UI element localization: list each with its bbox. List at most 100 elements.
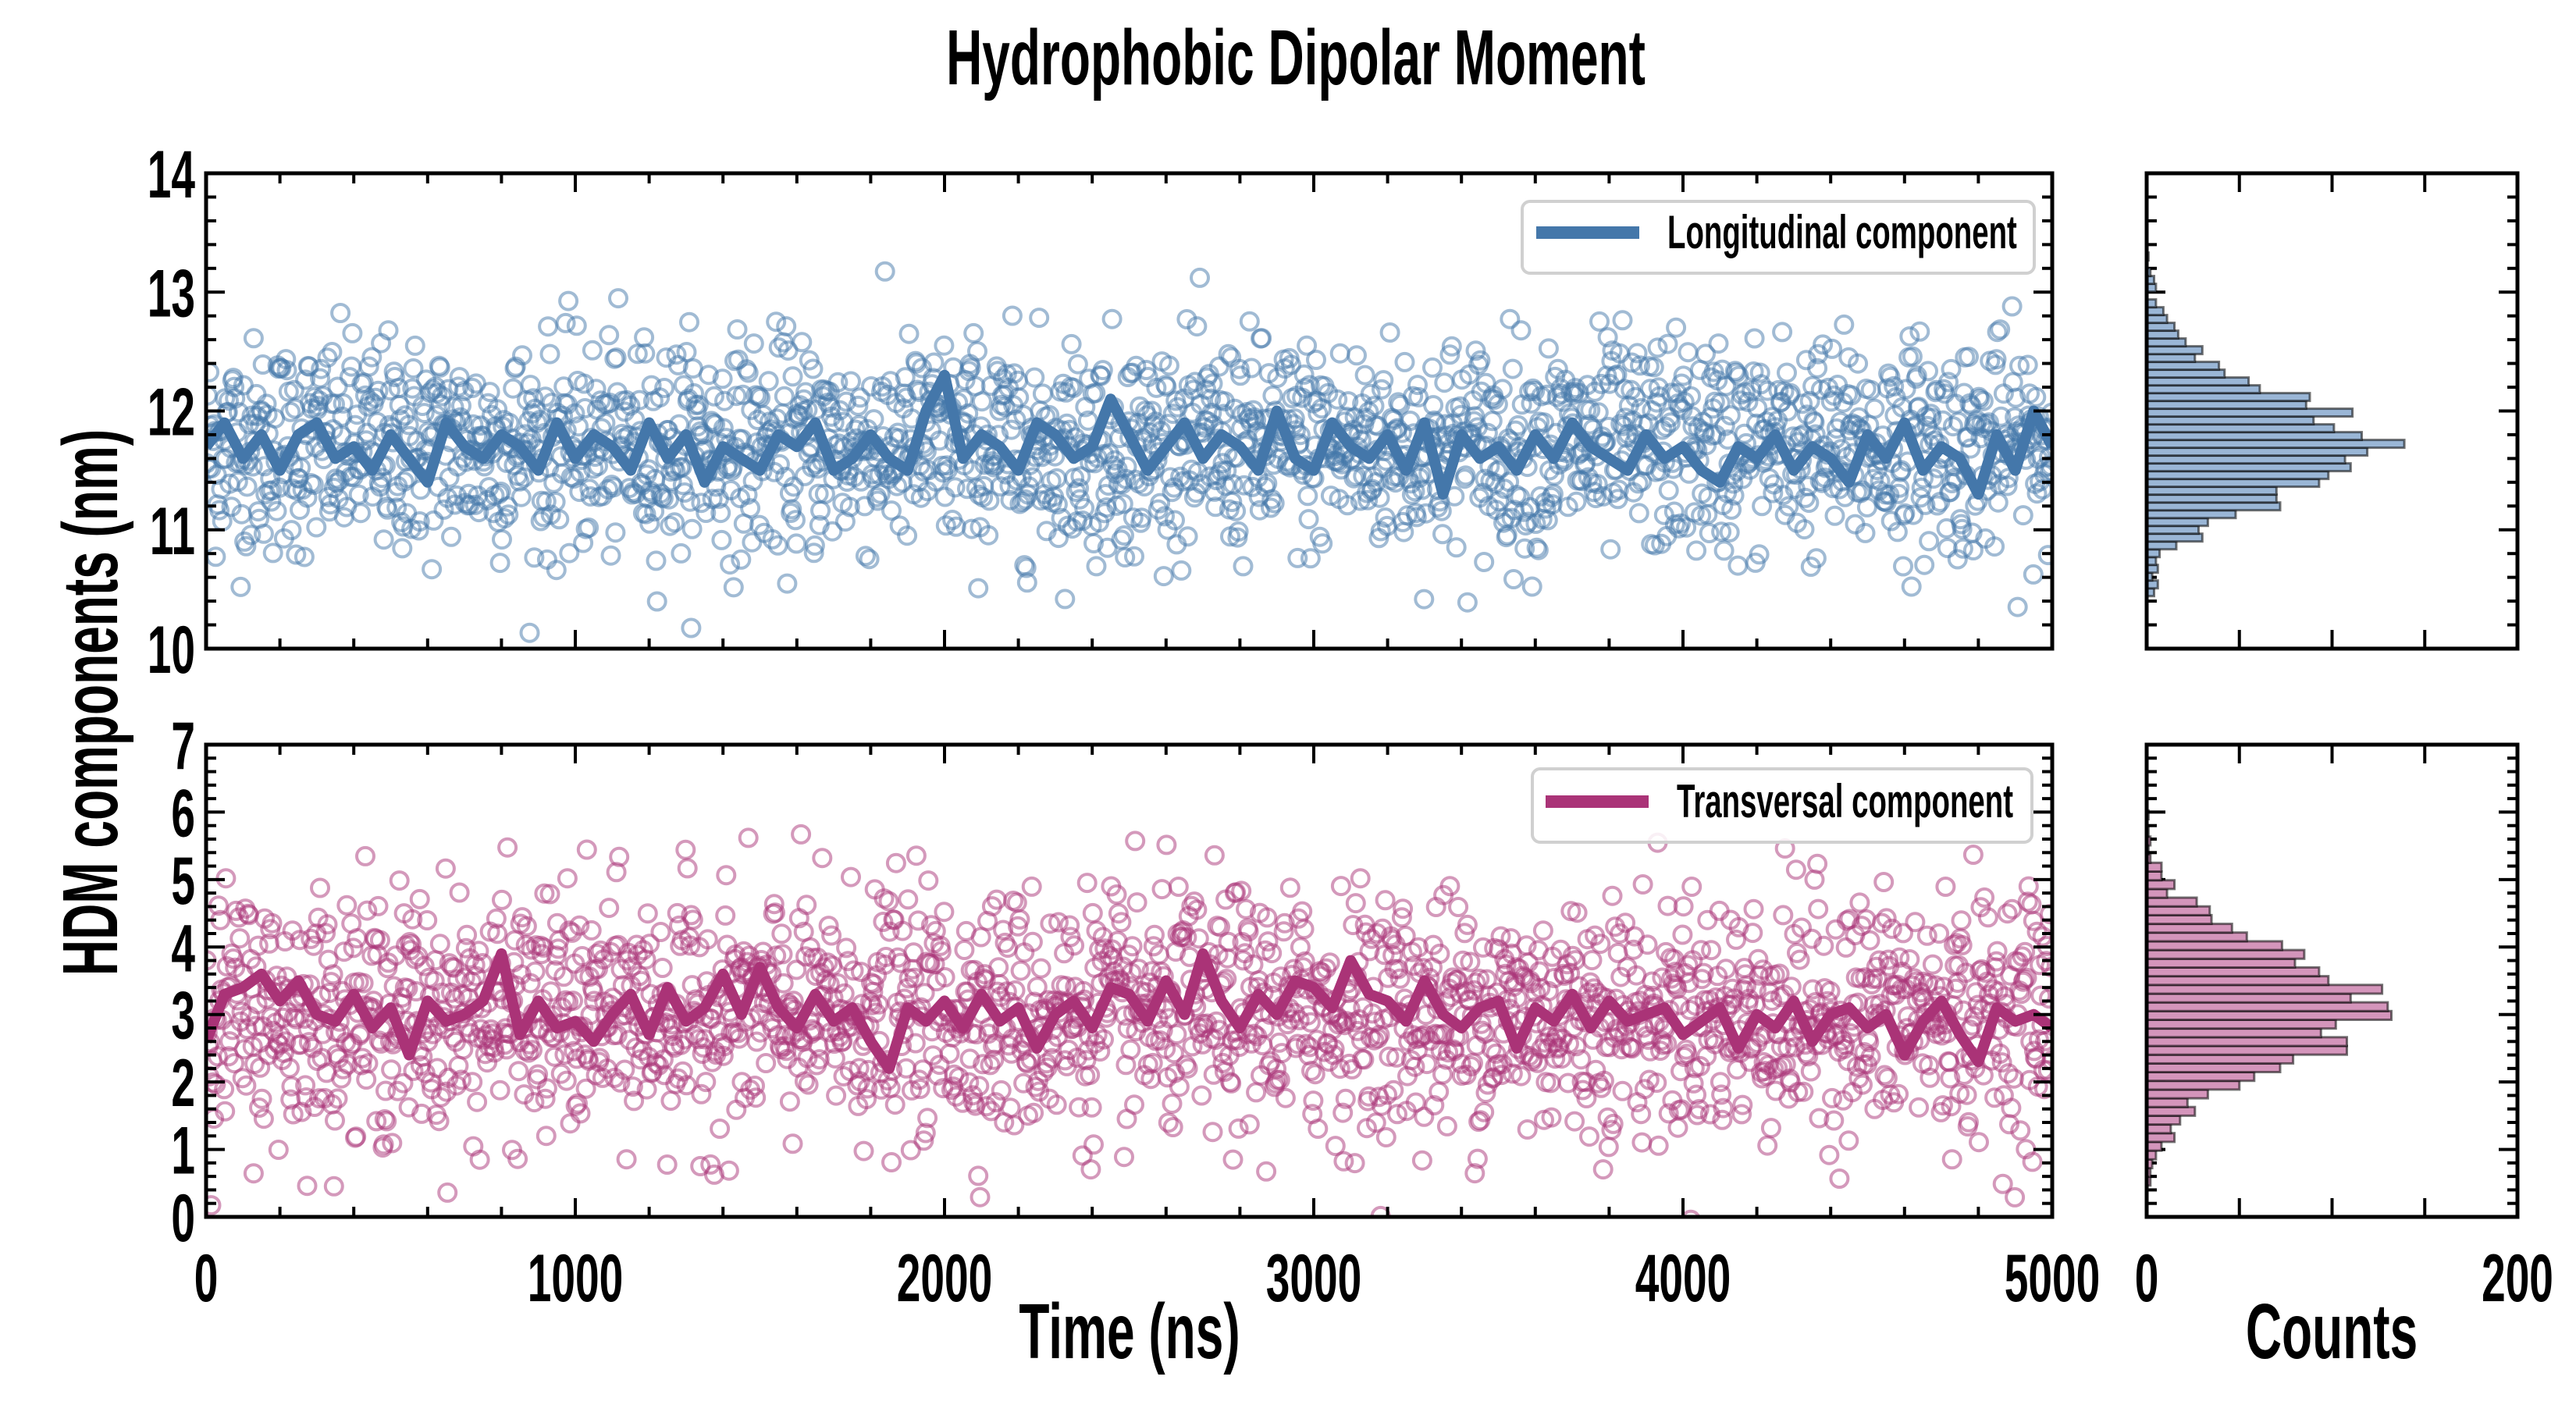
scatter-point [681,518,703,539]
scatter-point [1598,1136,1619,1158]
scatter-point [355,845,375,866]
scatter-point [766,311,787,333]
scatter-point [660,515,681,536]
scatter-point [441,526,461,547]
scatter-point [878,891,899,912]
scatter-point [229,928,251,949]
scatter-point [723,577,744,598]
longitudinal-histogram [2144,171,2520,651]
scatter-point [1852,1074,1873,1095]
scatter-point [1514,538,1535,559]
y-axis-label: HDM components (nm) [46,429,133,976]
scatter-point [1747,397,1768,418]
scatter-point [303,935,324,956]
scatter-point [559,542,580,564]
scatter-point [898,323,920,344]
scatter-point [524,1092,545,1113]
scatter-point [1502,358,1523,379]
scatter-point [1261,497,1281,518]
scatter-point [560,1113,581,1134]
scatter-point [782,1133,803,1154]
scatter-point [1158,1112,1179,1133]
longitudinal-panel: 10 11 12 13 14 [148,138,2055,688]
scatter-point [1615,912,1636,934]
scatter-point [549,509,570,530]
scatter-point [1261,489,1283,510]
scatter-point [1293,364,1315,385]
scatter-point [1204,845,1225,866]
scatter-point [498,504,519,525]
scatter-point [1732,1094,1753,1115]
x-tick-label: 2000 [897,1242,992,1316]
scatter-point [1806,548,1827,569]
scatter-point [1156,376,1177,397]
histogram-bar [2145,948,2306,960]
scatter-point [2015,941,2036,962]
scatter-point [535,491,557,512]
scatter-point [429,357,450,378]
scatter-point [1829,1168,1850,1189]
scatter-point [803,542,824,564]
scatter-point [774,386,795,407]
scatter-point [1656,1033,1678,1055]
scatter-point [311,358,332,379]
scatter-point [1923,468,1944,489]
histogram-bar [2145,913,2213,926]
scatter-point [849,387,870,408]
scatter-point [652,958,673,978]
scatter-point [747,410,768,430]
scatter-point [306,517,327,538]
scatter-point [1347,345,1367,366]
scatter-point [1938,372,1959,393]
scatter-point [1992,1173,2013,1194]
scatter-point [1226,500,1247,521]
scatter-point [539,343,560,365]
scatter-point [340,1234,358,1251]
scatter-point [538,316,559,337]
scatter-point [1187,461,1208,482]
scatter-point [546,560,567,581]
scatter-point [861,376,881,397]
scatter-point [822,521,843,542]
scatter-point [1998,468,2019,489]
scatter-point [451,395,471,416]
scatter-point [280,401,301,422]
scatter-point [1721,499,1742,520]
scatter-point [1657,333,1678,354]
scatter-point [733,941,754,962]
scatter-point [781,499,802,520]
scatter-point [1804,869,1825,890]
scatter-point [361,347,382,368]
scatter-point [848,395,869,416]
scatter-point [1785,859,1806,880]
scatter-point [1997,903,2018,924]
scatter-point [1819,1144,1840,1165]
scatter-point [915,1122,936,1144]
scatter-point [566,315,587,336]
scatter-point [444,494,465,515]
histogram-bar [2145,1097,2189,1108]
scatter-point [397,468,418,489]
scatter-point [881,1152,902,1172]
scatter-point [1521,576,1542,597]
scatter-point [934,967,955,987]
scatter-point [1834,314,1855,335]
scatter-point [1325,1136,1346,1157]
scatter-point [1474,552,1495,572]
scatter-point [229,402,249,423]
scatter-point [251,1088,272,1109]
scatter-point [676,342,697,362]
scatter-point [1942,416,1963,437]
scatter-point [1695,343,1716,365]
scatter-point [1711,1084,1732,1105]
scatter-point [1329,343,1350,364]
scatter-point [373,529,394,550]
scatter-point [720,554,741,575]
scatter-point [798,1074,819,1095]
histogram-bar [2145,1088,2209,1100]
scatter-point [392,538,413,559]
scatter-point [580,1005,601,1026]
scatter-point [1859,930,1880,951]
scatter-point [675,839,696,860]
scatter-point [281,1076,302,1097]
